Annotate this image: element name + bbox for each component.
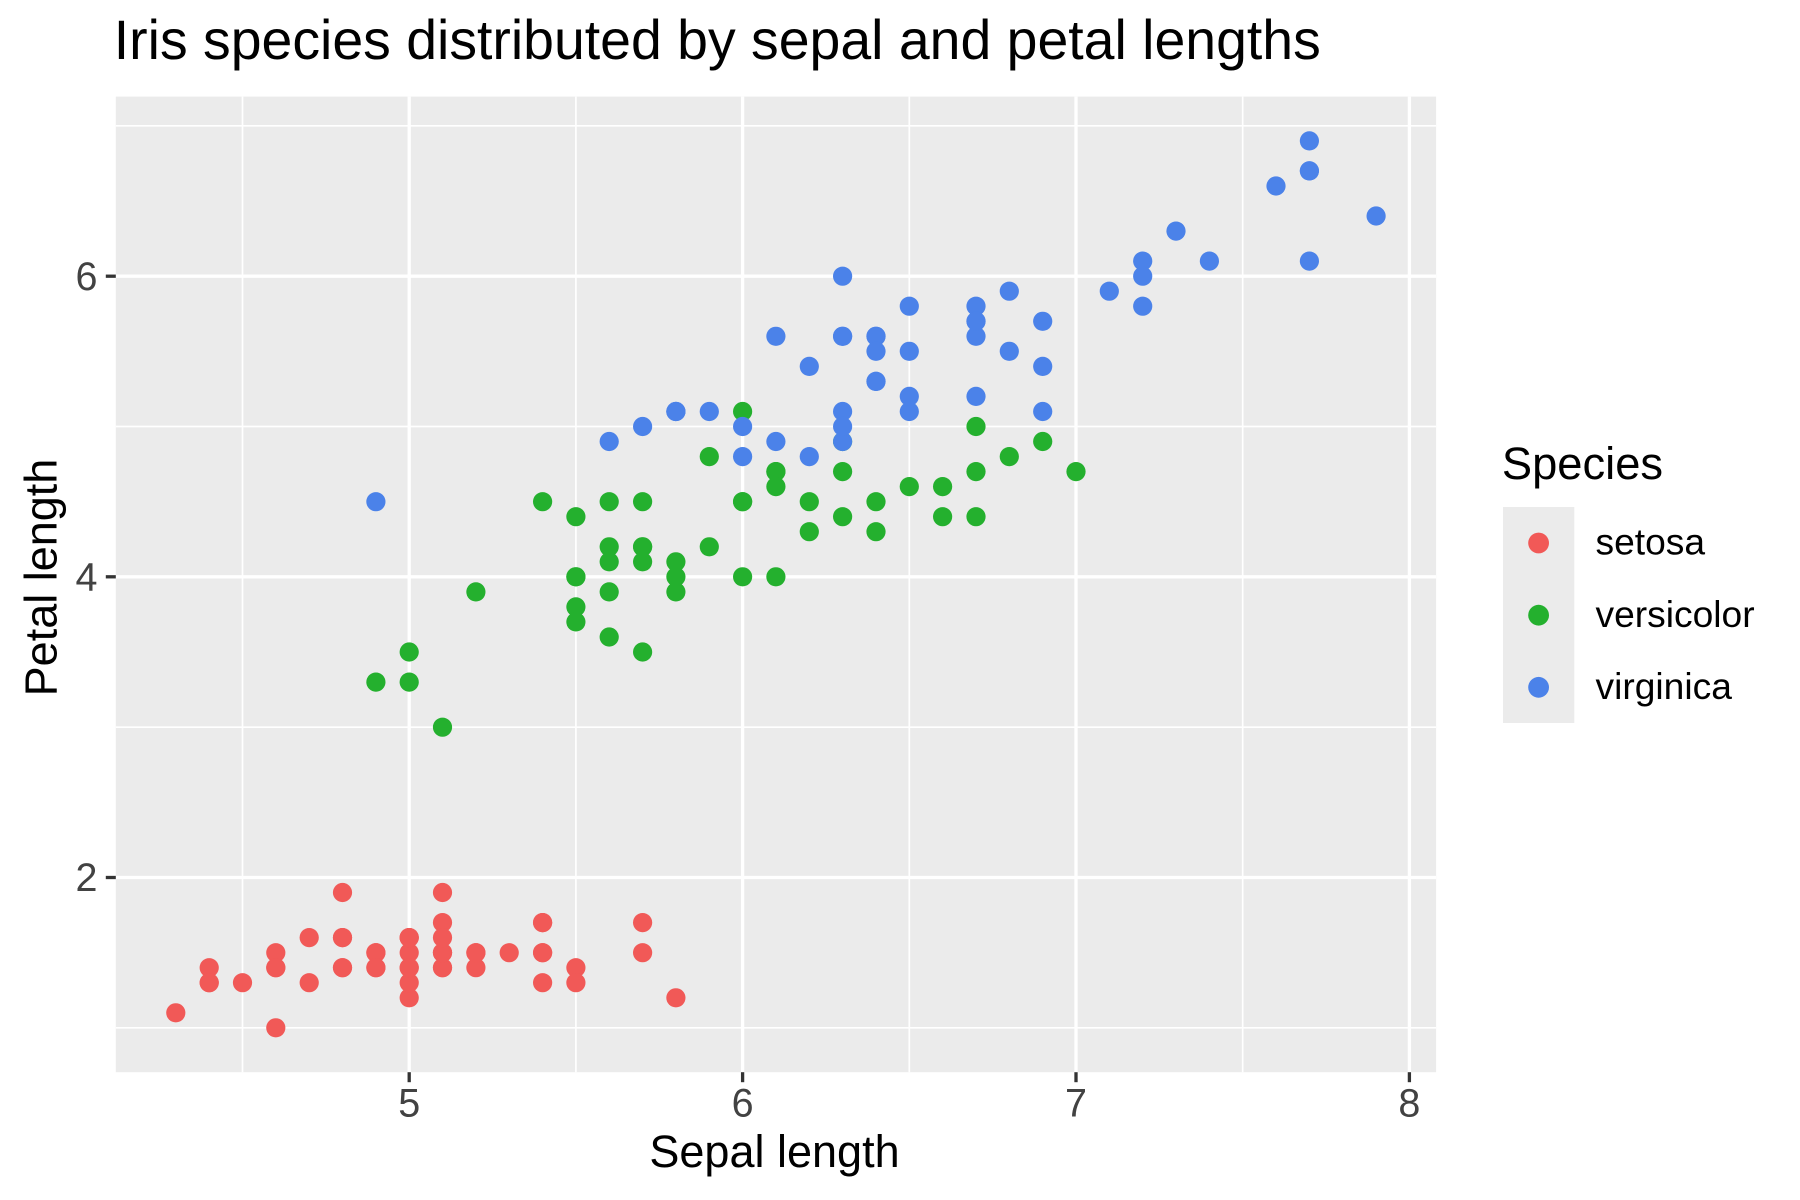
svg-text:setosa: setosa (1596, 521, 1706, 563)
svg-text:6: 6 (76, 255, 98, 299)
svg-text:4: 4 (76, 555, 98, 599)
svg-text:7: 7 (1065, 1081, 1087, 1125)
svg-text:Petal length: Petal length (15, 459, 66, 697)
svg-text:Iris species distributed by se: Iris species distributed by sepal and pe… (114, 9, 1321, 71)
svg-text:virginica: virginica (1596, 665, 1733, 707)
svg-text:Species: Species (1502, 438, 1663, 489)
svg-text:2: 2 (76, 856, 98, 900)
svg-text:versicolor: versicolor (1596, 593, 1755, 635)
svg-text:Sepal length: Sepal length (649, 1126, 899, 1177)
svg-text:6: 6 (732, 1081, 754, 1125)
svg-text:5: 5 (398, 1081, 420, 1125)
svg-text:8: 8 (1398, 1081, 1420, 1125)
